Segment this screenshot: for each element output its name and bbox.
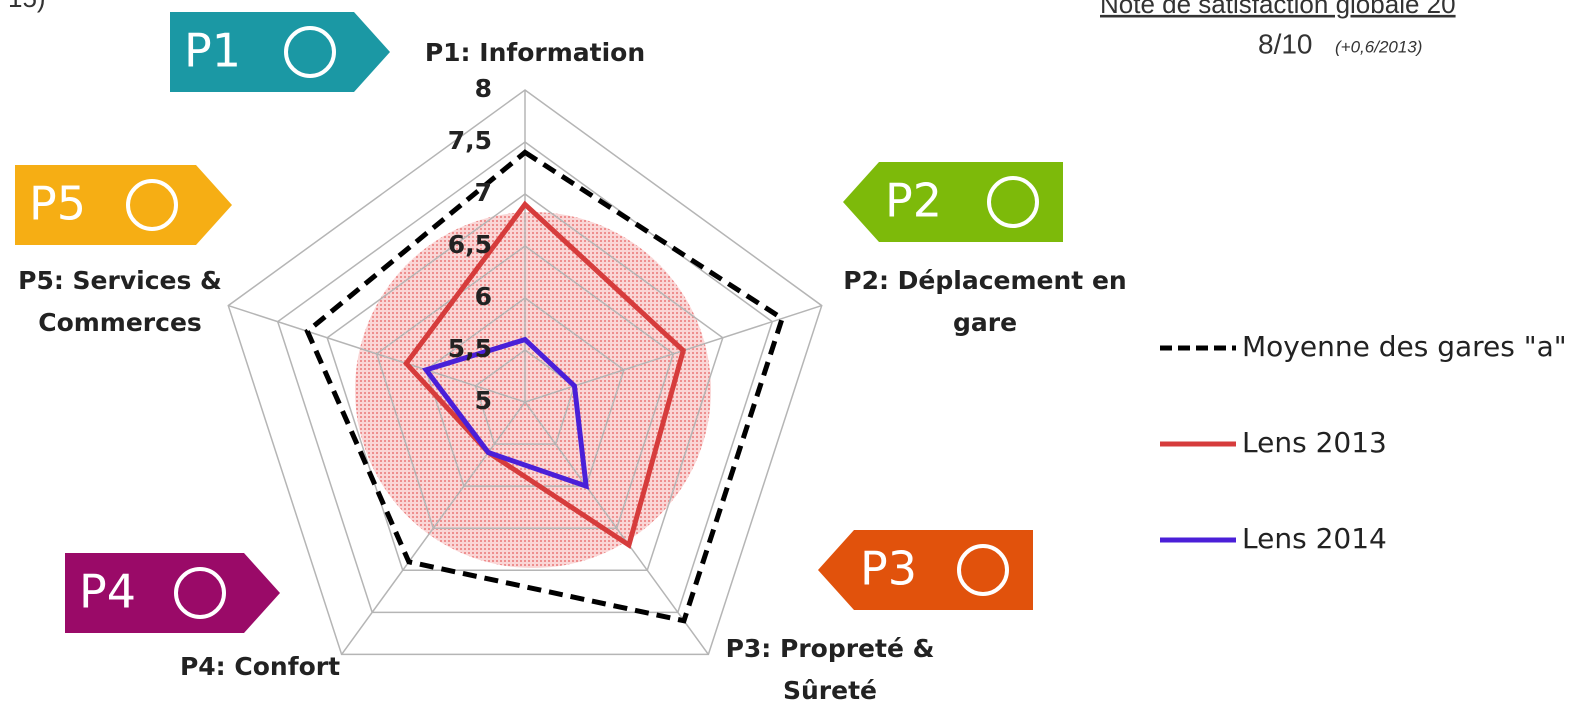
badge-label: P3	[860, 542, 917, 596]
badge-icon	[284, 26, 336, 78]
annotation: 15)	[8, 0, 46, 13]
category-label: P3: Propreté & Sûreté	[725, 634, 935, 705]
y-tick-label: 6	[475, 282, 492, 311]
badge-label: P4	[79, 565, 136, 619]
badge-icon	[126, 179, 178, 231]
badge	[15, 165, 232, 245]
y-tick-label: 6,5	[448, 230, 492, 259]
y-tick-label: 7,5	[448, 126, 492, 155]
badge	[818, 530, 1033, 610]
badge	[65, 553, 280, 633]
legend-label: Moyenne des gares "a"	[1242, 330, 1567, 363]
grid-ring	[276, 141, 774, 614]
highlight-circle	[355, 212, 711, 568]
badge-icon	[174, 567, 226, 619]
grid-ring	[425, 297, 625, 487]
annotation: Note de satisfaction globale 20	[1100, 0, 1456, 19]
series-line	[403, 200, 687, 550]
axis-spoke	[228, 304, 526, 403]
axis-spoke	[524, 401, 709, 655]
y-tick-label: 5	[475, 386, 492, 415]
series-line	[304, 149, 786, 624]
axis-spoke	[341, 401, 526, 655]
series-line	[421, 336, 590, 490]
category-label: P4: Confort	[179, 652, 341, 681]
grid-ring	[227, 89, 823, 656]
grid-ring	[375, 245, 675, 529]
category-label: P1: Information	[424, 38, 646, 67]
badge	[843, 162, 1063, 242]
y-tick-label: 7	[475, 178, 492, 207]
annotation: (+0,6/2013)	[1335, 37, 1422, 56]
y-tick-label: 8	[475, 74, 492, 103]
badge-label: P1	[184, 24, 241, 78]
badge-label: P2	[885, 174, 942, 228]
badge-label: P5	[29, 177, 86, 231]
category-label: P5: Services & Commerces	[18, 266, 222, 337]
grid-ring	[326, 193, 724, 572]
y-tick-label: 5,5	[448, 334, 492, 363]
legend-label: Lens 2013	[1242, 426, 1387, 459]
badge	[170, 12, 390, 92]
annotation: 8/10	[1258, 28, 1313, 59]
badge-icon	[957, 544, 1009, 596]
category-label: P2: Déplacement en gare	[843, 266, 1127, 337]
legend-label: Lens 2014	[1242, 522, 1387, 555]
badge-icon	[987, 176, 1039, 228]
